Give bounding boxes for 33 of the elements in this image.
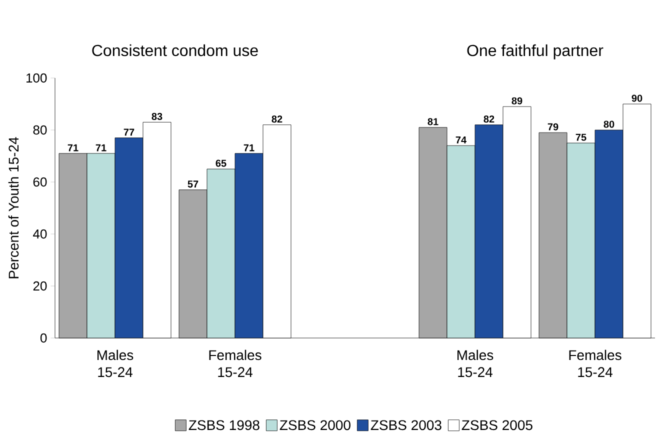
data-label: 57 [188, 180, 198, 188]
data-label: 65 [216, 160, 226, 167]
data-label: 74 [456, 136, 467, 144]
x-tick-label: Females 15-24 [209, 350, 262, 378]
legend-label: ZSBS 2003 [370, 420, 442, 430]
data-label: 83 [152, 112, 162, 120]
legend-label: ZSBS 2000 [280, 420, 350, 430]
text: Consistent condom use [92, 44, 258, 56]
y-tick-label: 60 [33, 177, 47, 187]
text: One faithful partner [467, 44, 604, 60]
x-tick-label: Males 15-24 [97, 350, 134, 378]
data-label: 79 [548, 123, 558, 130]
y-tick-label: 0 [40, 333, 47, 343]
y-tick-label: 20 [33, 281, 47, 291]
data-label: 80 [604, 120, 614, 128]
data-label: 71 [244, 144, 254, 152]
data-label: 81 [428, 118, 438, 126]
legend-label: ZSBS 2005 [462, 420, 532, 430]
data-label: 89 [512, 97, 522, 104]
data-label: 75 [576, 134, 586, 141]
x-tick-label: Males 15-24 [457, 350, 494, 378]
y-tick-label: 40 [33, 229, 47, 239]
x-tick-label: Females 15-24 [569, 350, 622, 378]
data-label: 82 [272, 116, 282, 123]
data-label: 71 [68, 144, 78, 152]
data-label: 71 [96, 144, 106, 152]
data-label: 77 [124, 128, 134, 136]
y-tick-label: 80 [33, 125, 47, 135]
y-axis-title: Percent of Youth 15-24 [8, 137, 19, 278]
data-label: 90 [632, 94, 642, 102]
data-label: 82 [484, 116, 494, 123]
y-tick-label: 100 [26, 73, 47, 83]
legend-label: ZSBS 1998 [188, 420, 260, 430]
